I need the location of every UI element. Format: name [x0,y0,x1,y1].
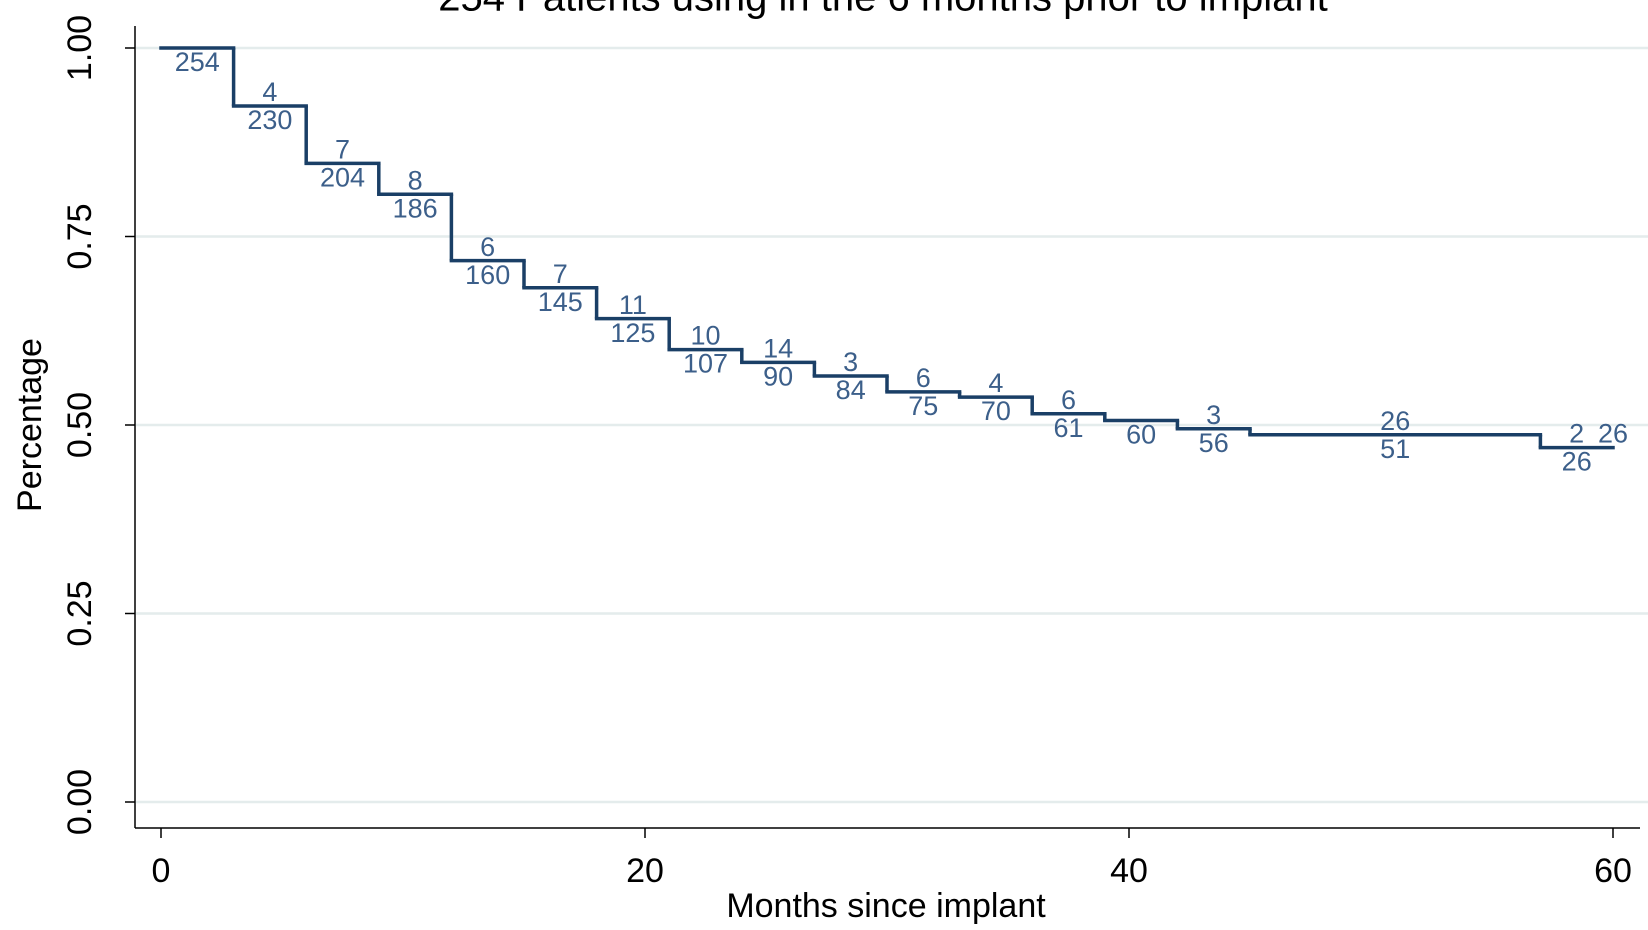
y-tick-label: 1.00 [61,15,99,81]
y-tick-label: 0.00 [61,769,99,835]
at-risk-label: 145 [538,287,583,317]
event-label: 8 [408,165,423,195]
at-risk-label: 230 [247,105,292,135]
event-label: 2 [1569,419,1584,449]
event-label: 10 [690,321,720,351]
end-label: 26 [1598,419,1628,449]
at-risk-label: 125 [610,318,655,348]
y-tick-label: 0.75 [61,203,99,269]
at-risk-label: 60 [1126,420,1156,450]
at-risk-label: 204 [320,162,365,192]
x-tick-label: 0 [152,852,171,890]
at-risk-label: 160 [465,260,510,290]
at-risk-label: 186 [393,193,438,223]
event-label: 3 [843,347,858,377]
x-tick-label: 20 [626,852,664,890]
event-label: 11 [619,290,647,320]
y-tick-label: 0.50 [61,392,99,458]
y-tick-label: 0.25 [61,580,99,646]
at-risk-label: 107 [683,349,728,379]
at-risk-label: 51 [1380,434,1410,464]
at-risk-label: 75 [908,391,938,421]
at-risk-label: 84 [836,375,866,405]
at-risk-label: 56 [1199,428,1229,458]
at-risk-label: 70 [981,396,1011,426]
at-risk-label: 90 [763,362,793,392]
event-label: 6 [916,363,931,393]
event-label: 4 [988,368,1003,398]
y-axis-title: Percentage [11,338,49,512]
event-label: 7 [335,134,350,164]
at-risk-label: 254 [175,47,220,77]
event-label: 14 [763,334,793,364]
event-label: 6 [1061,385,1076,415]
x-tick-label: 40 [1110,852,1148,890]
chart-title: 254 Patients using in the 6 months prior… [438,0,1327,20]
at-risk-label: 26 [1562,447,1592,477]
event-label: 6 [480,232,495,262]
x-tick-label: 60 [1594,852,1632,890]
event-label: 7 [553,259,568,289]
event-label: 4 [262,77,277,107]
x-axis-title: Months since implant [726,887,1046,925]
event-label: 3 [1206,400,1221,430]
at-risk-label: 61 [1053,413,1083,443]
event-label: 26 [1380,406,1410,436]
